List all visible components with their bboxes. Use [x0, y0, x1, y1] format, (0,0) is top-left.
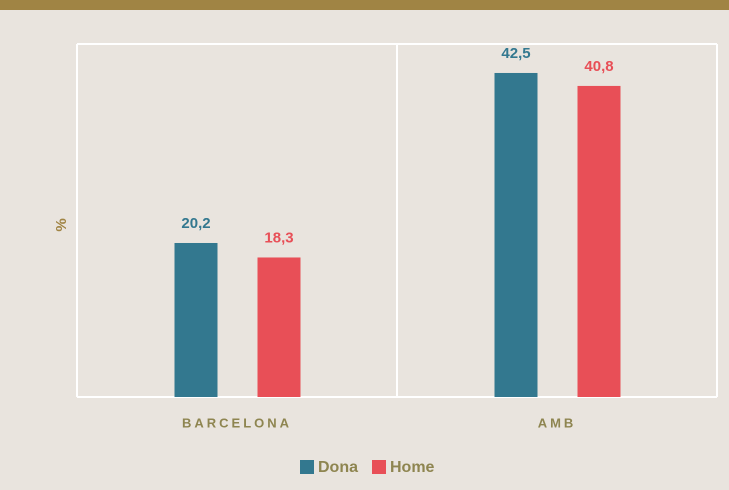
data-label: 42,5 [501, 45, 530, 62]
bar [174, 242, 218, 397]
legend-swatch [300, 460, 314, 474]
legend-swatch [372, 460, 386, 474]
legend-label: Dona [318, 459, 358, 476]
bar [494, 72, 538, 397]
data-label: 40,8 [584, 58, 613, 75]
top-band [0, 0, 729, 10]
y-axis-label: % [53, 218, 70, 231]
bar [257, 257, 301, 397]
legend-label: Home [390, 459, 435, 476]
data-label: 20,2 [181, 215, 210, 232]
x-tick-label: BARCELONA [182, 415, 292, 430]
bar [577, 85, 621, 397]
x-tick-label: AMB [538, 415, 577, 430]
data-label: 18,3 [264, 229, 293, 246]
